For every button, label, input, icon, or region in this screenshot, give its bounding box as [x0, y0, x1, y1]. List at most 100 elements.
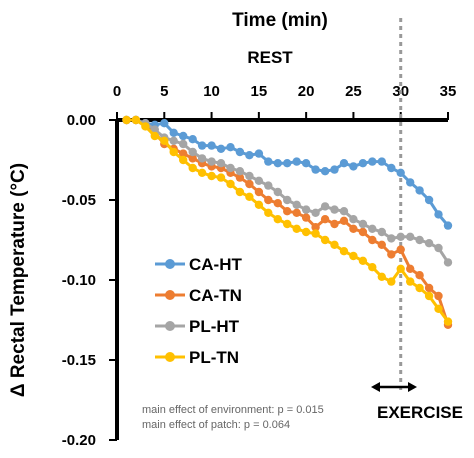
data-point: [349, 162, 358, 171]
data-point: [330, 165, 339, 174]
data-point: [292, 157, 301, 166]
data-point: [188, 147, 197, 157]
data-point: [377, 157, 386, 166]
data-point: [169, 136, 178, 145]
data-point: [207, 171, 216, 181]
data-point: [273, 159, 282, 168]
data-point: [349, 224, 358, 233]
x-tick-label: 0: [113, 83, 121, 100]
data-point: [264, 181, 273, 190]
data-point: [179, 149, 188, 158]
data-point: [245, 192, 254, 201]
data-point: [188, 163, 197, 173]
data-point: [396, 232, 405, 241]
data-point: [406, 178, 415, 187]
y-tick-label: 0.00: [67, 112, 96, 129]
data-point: [169, 128, 178, 137]
data-point: [368, 235, 377, 245]
data-point: [150, 125, 159, 134]
data-point: [320, 202, 330, 211]
x-tick-label: 5: [160, 83, 168, 100]
data-point: [254, 200, 264, 209]
data-point: [368, 263, 377, 272]
data-point: [368, 224, 377, 233]
legend-item: CA-TN: [155, 286, 242, 305]
x-axis-ticks: 05101520253035: [113, 83, 456, 120]
data-point: [301, 159, 311, 168]
data-point: [160, 119, 169, 128]
data-point: [339, 247, 349, 256]
data-point: [443, 317, 453, 326]
data-point: [443, 221, 453, 230]
y-axis-title: Δ Rectal Temperature (°C): [8, 163, 29, 397]
data-point: [406, 277, 415, 286]
series-pl-tn: [122, 115, 453, 326]
data-point: [216, 159, 226, 168]
x-tick-label: 25: [345, 83, 362, 100]
data-point: [264, 195, 273, 205]
legend-swatch-marker: [165, 352, 175, 362]
data-point: [245, 151, 254, 160]
data-point: [320, 215, 330, 224]
data-point: [424, 291, 434, 301]
exercise-arrow: [371, 382, 417, 392]
legend-item: CA-HT: [155, 255, 242, 274]
data-point: [273, 187, 282, 197]
x-tick-label: 20: [298, 83, 315, 100]
data-point: [235, 187, 245, 197]
data-point: [226, 143, 235, 152]
y-axis-ticks: 0.00 -0.05 -0.10 -0.15 -0.20: [62, 112, 117, 449]
data-point: [216, 144, 226, 153]
data-point: [301, 205, 311, 214]
data-point: [131, 115, 141, 125]
data-point: [207, 141, 216, 150]
data-point: [311, 165, 320, 174]
y-tick-label: -0.15: [62, 352, 96, 369]
data-point: [415, 283, 424, 293]
data-point: [301, 213, 311, 222]
data-point: [264, 208, 273, 217]
data-point: [368, 157, 377, 166]
data-point: [434, 304, 443, 313]
exercise-phase-label: EXERCISE: [377, 403, 463, 422]
data-point: [235, 173, 245, 182]
y-tick-label: -0.10: [62, 272, 96, 289]
data-point: [415, 271, 424, 280]
data-point: [358, 227, 368, 237]
data-point: [254, 176, 264, 185]
data-point: [415, 235, 424, 245]
data-point: [434, 291, 443, 301]
legend-label: CA-TN: [189, 286, 242, 305]
data-point: [330, 205, 339, 214]
data-point: [406, 232, 415, 241]
data-point: [160, 136, 169, 145]
data-point: [339, 159, 349, 168]
data-point: [273, 215, 282, 224]
data-point: [406, 264, 415, 273]
data-point: [235, 167, 245, 176]
data-point: [349, 251, 358, 261]
data-point: [283, 207, 292, 216]
data-point: [283, 159, 292, 168]
data-point: [283, 219, 292, 229]
data-point: [292, 200, 301, 209]
legend-label: PL-HT: [189, 317, 240, 336]
data-point: [292, 208, 301, 217]
data-point: [197, 141, 207, 150]
data-point: [188, 135, 197, 144]
data-point: [273, 199, 282, 208]
data-point: [358, 159, 368, 168]
data-point: [387, 234, 396, 243]
data-point: [226, 179, 235, 189]
data-point: [387, 277, 396, 286]
data-point: [216, 173, 226, 182]
data-point: [188, 154, 197, 163]
data-point: [358, 219, 368, 229]
data-point: [339, 207, 349, 216]
series-pl-ht: [122, 115, 453, 267]
data-point: [179, 139, 188, 149]
data-point: [320, 167, 330, 176]
data-point: [434, 210, 443, 219]
data-point: [415, 186, 424, 195]
data-point: [330, 219, 339, 229]
